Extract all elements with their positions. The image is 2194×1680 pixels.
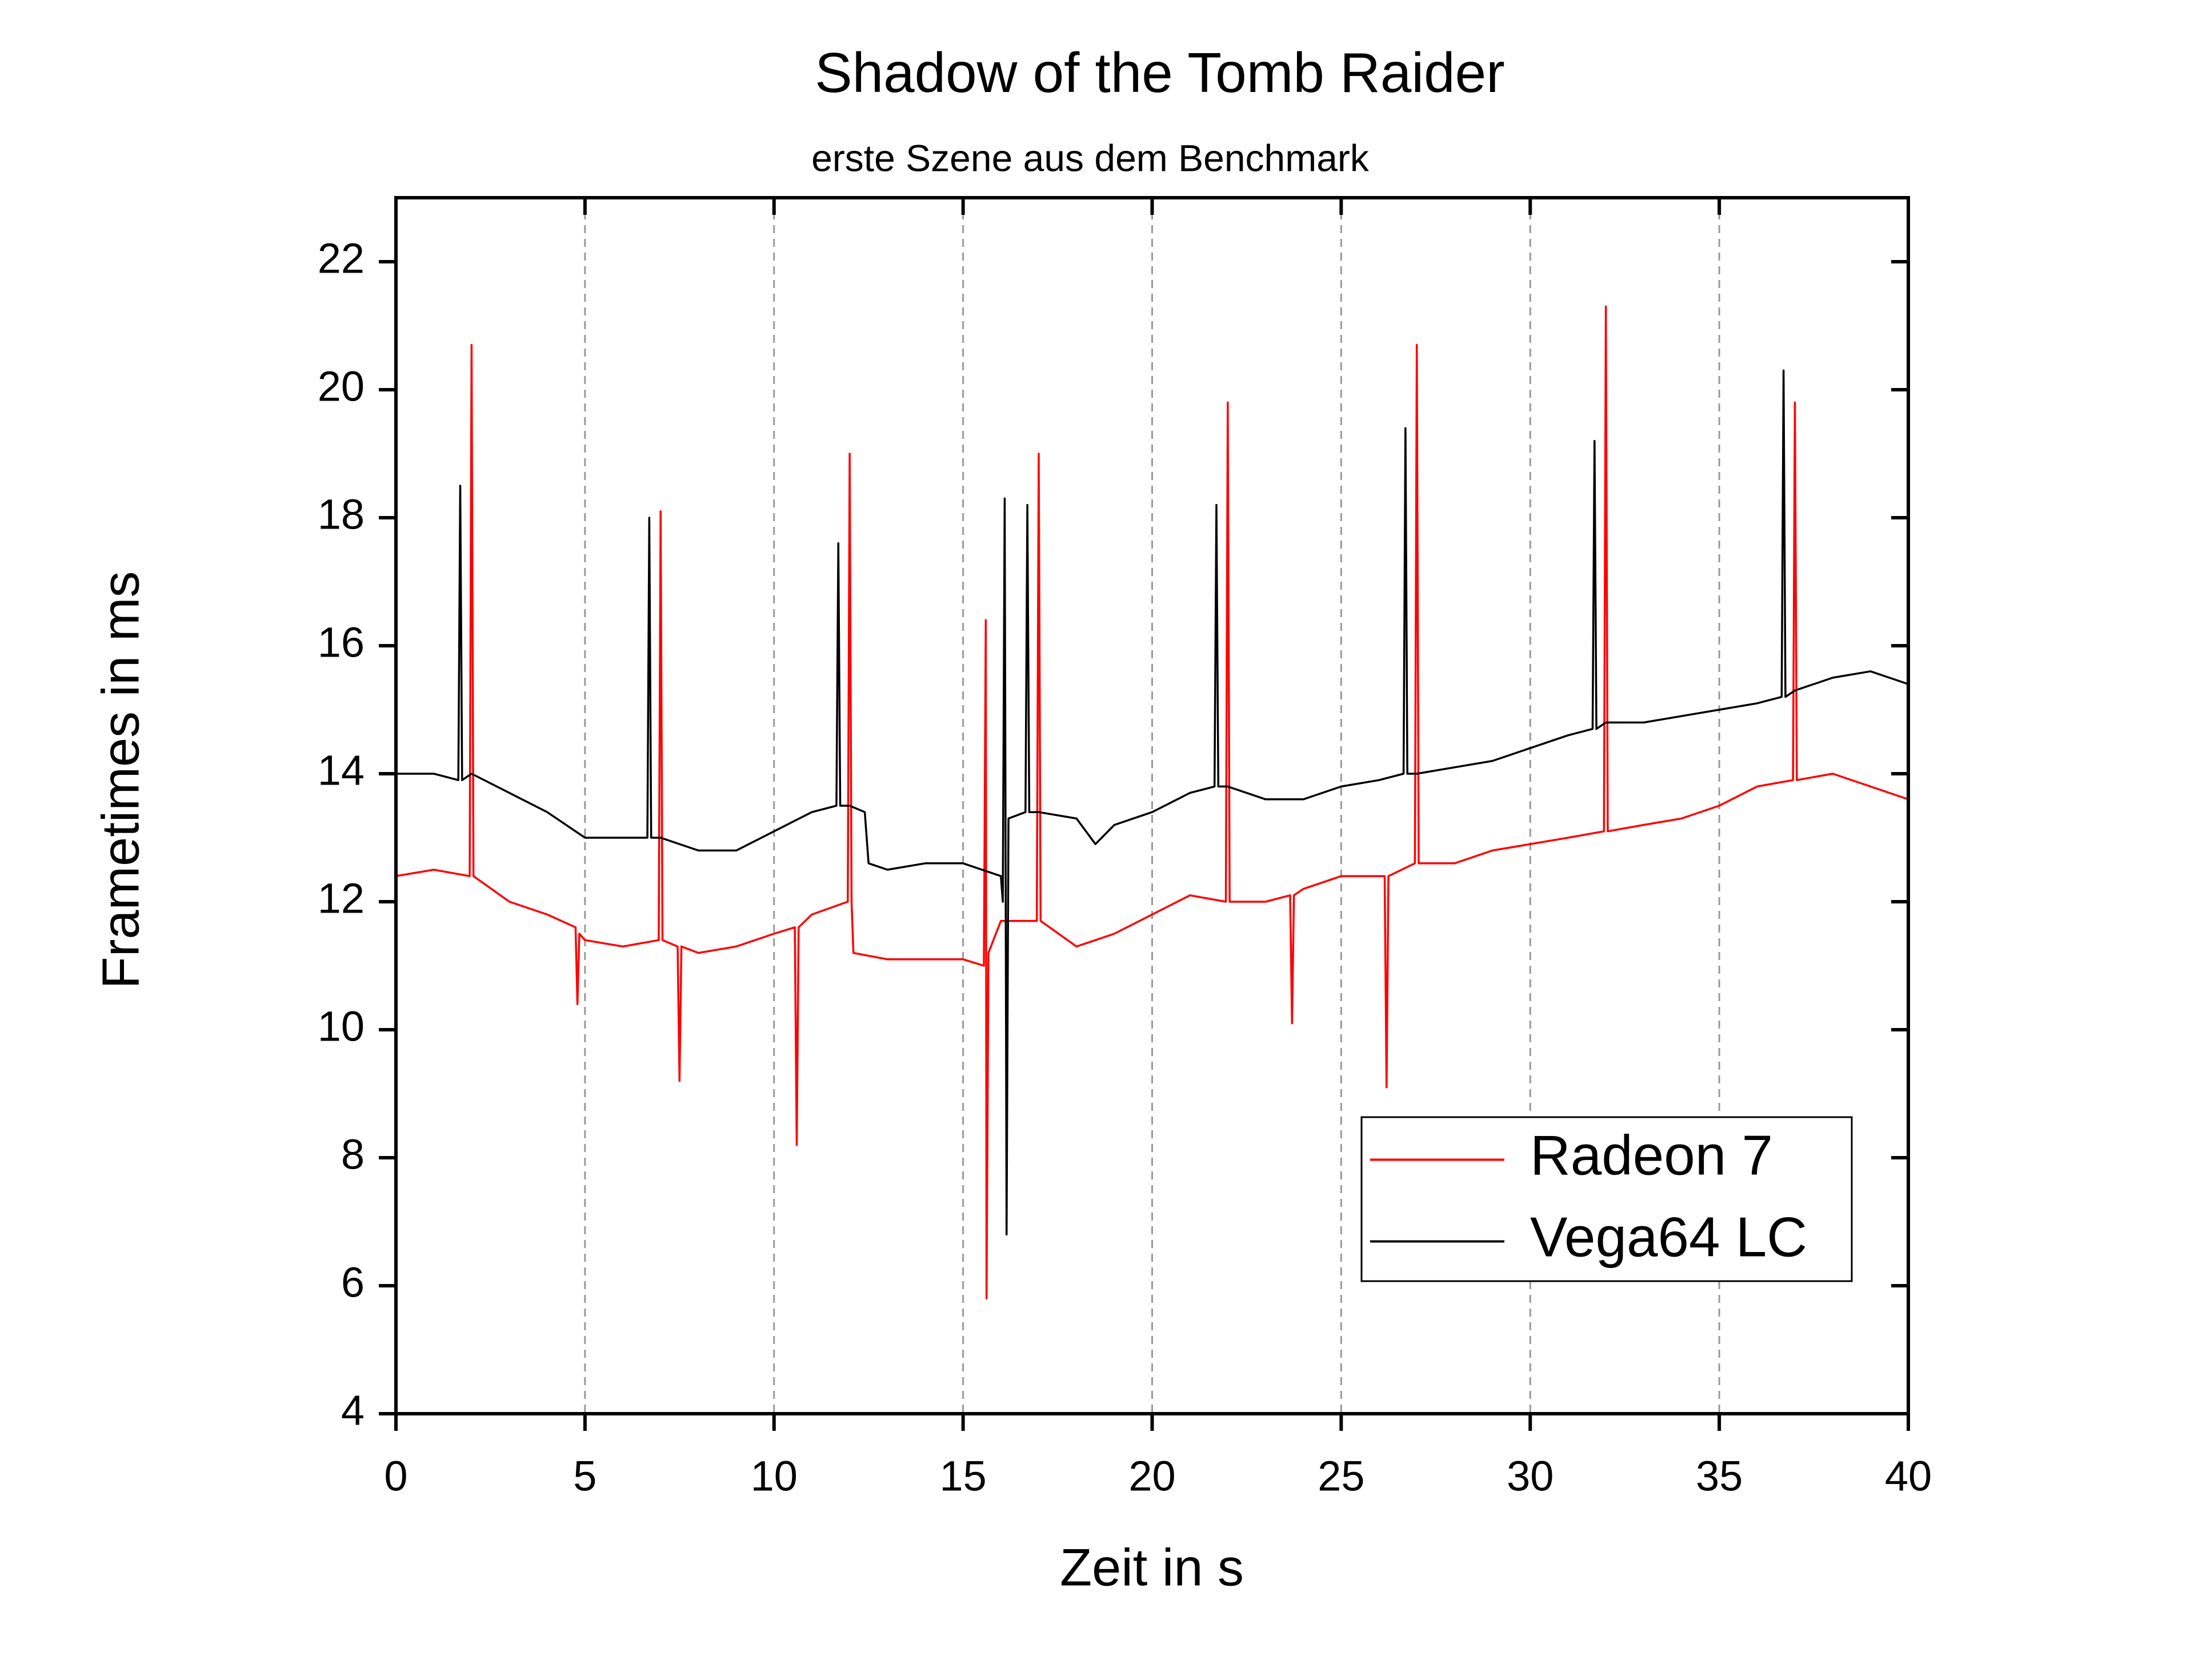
x-axis-label: Zeit in s xyxy=(1060,1538,1244,1597)
x-tick-label: 40 xyxy=(1885,1453,1932,1500)
y-tick-label: 12 xyxy=(318,875,365,922)
x-tick-label: 5 xyxy=(573,1453,596,1500)
x-tick-label: 25 xyxy=(1318,1453,1364,1500)
series-line xyxy=(396,305,1908,1300)
series-line xyxy=(396,369,1908,1236)
y-axis-label: Frametimes in ms xyxy=(91,571,150,989)
y-tick-label: 16 xyxy=(318,619,365,666)
plot-frame xyxy=(394,196,1910,1415)
x-tick-label: 0 xyxy=(384,1453,407,1500)
y-tick-label: 20 xyxy=(318,363,365,410)
y-tick-label: 22 xyxy=(318,235,365,282)
legend-label: Radeon 7 xyxy=(1530,1123,1773,1186)
y-tick-label: 10 xyxy=(318,1003,365,1050)
legend-box xyxy=(1360,1116,1853,1282)
x-tick-label: 10 xyxy=(751,1453,798,1500)
x-tick-label: 30 xyxy=(1507,1453,1554,1500)
chart-title: Shadow of the Tomb Raider xyxy=(815,41,1505,104)
x-tick-label: 20 xyxy=(1128,1453,1175,1500)
chart-subtitle: erste Szene aus dem Benchmark xyxy=(811,137,1370,179)
x-tick-label: 15 xyxy=(939,1453,986,1500)
y-tick-label: 4 xyxy=(341,1387,365,1434)
x-tick-label: 35 xyxy=(1696,1453,1743,1500)
y-tick-label: 6 xyxy=(341,1259,365,1306)
y-tick-label: 18 xyxy=(318,491,365,538)
legend: Radeon 7 Vega64 LC xyxy=(1360,1116,1853,1282)
y-tick-label: 14 xyxy=(318,747,365,794)
y-tick-label: 8 xyxy=(341,1131,365,1178)
legend-label: Vega64 LC xyxy=(1530,1205,1807,1268)
